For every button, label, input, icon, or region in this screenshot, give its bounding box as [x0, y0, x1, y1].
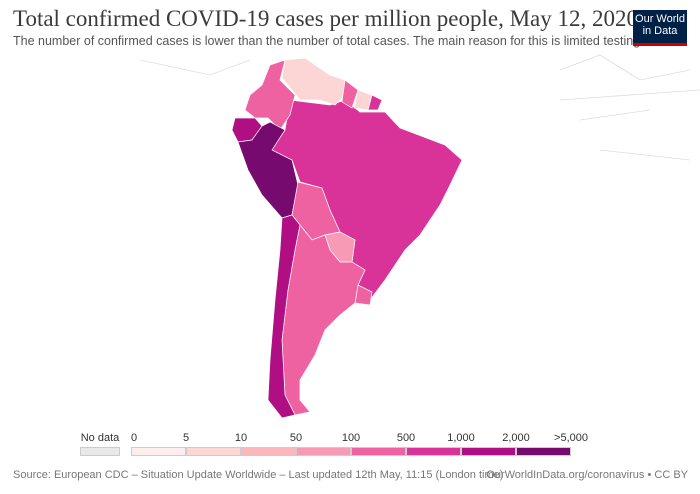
legend-swatch[interactable] [186, 447, 241, 456]
country-venezuela[interactable] [281, 57, 346, 106]
country-chile[interactable] [267, 214, 301, 419]
logo-line-1: Our World [635, 13, 685, 25]
map [139, 54, 700, 419]
legend-tick: 100 [341, 432, 361, 444]
legend-swatch[interactable] [296, 447, 351, 456]
country-french-guiana[interactable] [367, 94, 383, 111]
chart-title: Total confirmed COVID-19 cases per milli… [13, 6, 638, 31]
legend-swatch[interactable] [241, 447, 296, 456]
source-url[interactable]: OurWorldInData.org/coronavirus • CC BY [486, 469, 688, 481]
logo-line-2: in Data [642, 25, 678, 37]
legend-tick: 50 [289, 432, 303, 444]
legend-no-data-label: No data [80, 432, 120, 444]
legend-tick: 2,000 [502, 432, 530, 444]
source-note: Source: European CDC – Situation Update … [13, 469, 504, 481]
legend-swatch[interactable] [131, 447, 186, 456]
legend-swatch[interactable] [351, 447, 406, 456]
legend-tick: 10 [234, 432, 248, 444]
chart-subtitle: The number of confirmed cases is lower t… [13, 34, 644, 48]
legend-tick: 5 [182, 432, 190, 444]
legend-swatch[interactable] [516, 447, 571, 456]
legend-tick: >5,000 [554, 432, 588, 444]
country-guyana[interactable] [341, 79, 359, 109]
legend-no-data-swatch [80, 447, 120, 456]
legend-tick: 0 [130, 432, 138, 444]
legend-tick: 500 [396, 432, 416, 444]
legend-tick: 1,000 [447, 432, 475, 444]
country-brazil[interactable] [269, 99, 463, 301]
owid-logo[interactable]: Our World in Data [633, 10, 687, 46]
legend-swatch[interactable] [406, 447, 461, 456]
legend-swatch[interactable] [461, 447, 516, 456]
country-peru[interactable] [237, 121, 299, 219]
